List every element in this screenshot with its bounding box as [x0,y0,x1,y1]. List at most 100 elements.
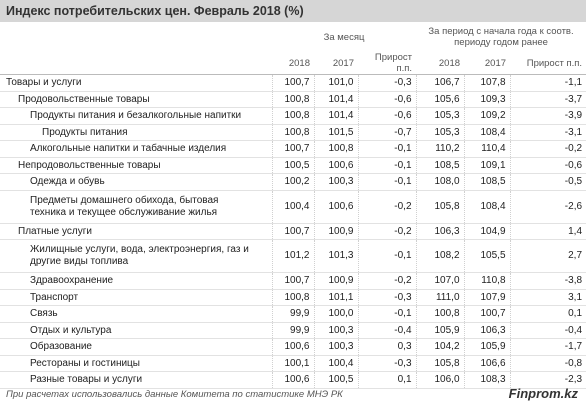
cell-value: 105,8 [415,355,465,372]
table-row: Отдых и культура 99,9 100,3 -0,4 105,9 106,3-… [0,322,586,339]
table-row: Одежда и обувь 100,2 100,3 -0,1 108,0 108,5 -0… [0,173,586,191]
cell-value: -3,1 [509,124,586,141]
cell-value: 1,4 [509,223,586,240]
cell-value: 101,3 [313,239,358,273]
row-label: Жилищные услуги, вода, электроэнергия, г… [0,239,272,273]
cell-value: 101,2 [271,239,314,273]
cell-value: 101,4 [313,91,358,108]
row-label: Транспорт [0,289,272,306]
cell-value: -2,6 [509,190,586,224]
table-row: Рестораны и гостиницы 100,1 100,4 -0,3 105,8… [0,355,586,372]
row-label: Предметы домашнего обихода, бытовая техн… [0,190,272,224]
table-row: Здравоохранение 100,7 100,9 -0,2 107,0 110,8-… [0,272,586,290]
cell-value: 105,6 [415,91,465,108]
cell-value: -3,9 [509,107,586,125]
cell-value: 100,8 [415,305,465,323]
cell-value: 109,3 [463,91,511,108]
row-label: Продукты питания и безалкогольные напитк… [0,107,272,125]
cell-value: 100,4 [271,190,314,224]
cell-value: 100,7 [271,74,314,92]
cell-value: 100,7 [271,140,314,158]
cell-value: 110,8 [463,272,511,290]
column-header: Прирост п.п. [358,52,417,75]
table-row: Непродовольственные товары 100,5 100,6 -0,1… [0,157,586,174]
row-label: Отдых и культура [0,322,272,339]
cell-value: 100,1 [271,355,314,372]
group-header: За месяц [323,31,365,43]
row-label: Рестораны и гостиницы [0,355,272,372]
cell-value: 108,4 [463,124,511,141]
cell-value: -1,7 [509,338,586,356]
table-row: Платные услуги 100,7 100,9 -0,2 106,3 104,9 1,… [0,223,586,240]
cell-value: 100,8 [271,91,314,108]
table-row: Продовольственные товары 100,8 101,4 -0,6 10… [0,91,586,108]
cell-value: 3,1 [509,289,586,306]
cell-value: 104,9 [463,223,511,240]
cell-value: 107,0 [415,272,465,290]
cell-value: 100,9 [313,223,358,240]
cell-value: 101,0 [313,74,358,92]
cell-value: -0,3 [357,74,417,92]
cell-value: 0,3 [357,338,417,356]
cell-value: 100,6 [271,371,314,389]
cell-value: 109,2 [463,107,511,125]
cell-value: -0,2 [357,223,417,240]
cell-value: 100,7 [271,223,314,240]
cell-value: -0,1 [357,239,417,273]
cell-value: 100,3 [313,173,358,191]
cell-value: -0,4 [509,322,586,339]
cell-value: 108,4 [463,190,511,224]
cell-value: -0,6 [357,91,417,108]
cell-value: 100,6 [313,190,358,224]
row-label: Одежда и обувь [0,173,272,191]
cell-value: 100,7 [271,272,314,290]
cell-value: 105,5 [463,239,511,273]
cell-value: -0,1 [357,140,417,158]
cell-value: 100,2 [271,173,314,191]
table-row: Жилищные услуги, вода, электроэнергия, г… [0,239,586,273]
cell-value: 111,0 [415,289,465,306]
row-label: Товары и услуги [0,74,272,92]
cell-value: -0,3 [357,289,417,306]
cell-value: -3,8 [509,272,586,290]
cell-value: 100,0 [313,305,358,323]
title: Индекс потребительских цен. Февраль 2018… [0,0,586,22]
cell-value: 100,4 [313,355,358,372]
column-header: 2017 [464,52,511,75]
sub-header-row: 2018 2017 Прирост п.п. 2018 2017 Прирост п.п. [0,52,586,75]
cell-value: 110,4 [463,140,511,158]
row-label: Разные товары и услуги [0,371,272,389]
cell-value: 100,6 [271,338,314,356]
column-header: 2017 [314,52,358,75]
cell-value: 100,5 [313,371,358,389]
cell-value: -0,7 [357,124,417,141]
group-header-row: За месяц За период с начала года к соотв… [0,22,586,52]
cell-value: -0,5 [509,173,586,191]
cell-value: 108,5 [463,173,511,191]
cell-value: 99,9 [271,305,314,323]
cell-value: -0,2 [509,140,586,158]
cell-value: 106,0 [415,371,465,389]
cell-value: 99,9 [271,322,314,339]
cell-value: 100,8 [313,140,358,158]
cell-value: -0,2 [357,190,417,224]
column-header: 2018 [416,52,465,75]
cell-value: 110,2 [415,140,465,158]
table-row: Образование 100,6 100,3 0,3 104,2 105,9 -1,7 [0,338,586,356]
group-header: За период с начала года к соотв. периоду… [428,26,574,48]
cell-value: 100,6 [313,157,358,174]
cell-value: 100,3 [313,322,358,339]
cell-value: -0,2 [357,272,417,290]
cell-value: 105,9 [463,338,511,356]
footnote: При расчетах использовались данные Комит… [6,389,343,400]
cell-value: -0,3 [357,355,417,372]
cell-value: 107,9 [463,289,511,306]
cell-value: -1,1 [509,74,586,92]
cell-value: 100,7 [463,305,511,323]
cell-value: 105,9 [415,322,465,339]
cell-value: 106,3 [463,322,511,339]
cell-value: 0,1 [509,305,586,323]
table-row: Продукты питания 100,8 101,5 -0,7 105,3 108,4… [0,124,586,141]
table-row: Транспорт 100,8 101,1 -0,3 111,0 107,9 3,1 [0,289,586,306]
